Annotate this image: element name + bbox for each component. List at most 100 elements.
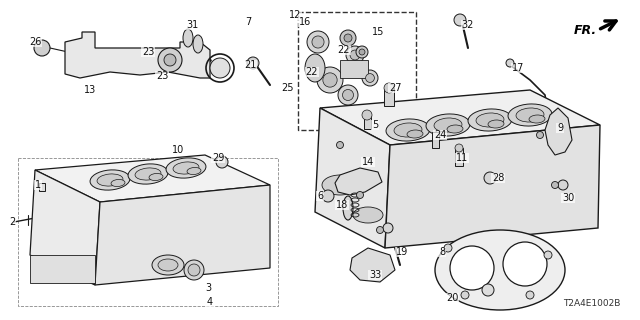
Circle shape	[365, 74, 374, 82]
Text: 16: 16	[299, 17, 311, 27]
Circle shape	[526, 291, 534, 299]
Ellipse shape	[362, 110, 372, 120]
Circle shape	[362, 70, 378, 86]
Text: 20: 20	[446, 293, 458, 303]
Text: 25: 25	[282, 83, 294, 93]
Polygon shape	[35, 155, 270, 202]
Polygon shape	[65, 32, 210, 78]
Text: 9: 9	[557, 123, 563, 133]
Text: 6: 6	[317, 191, 323, 201]
Ellipse shape	[158, 259, 178, 271]
Circle shape	[344, 34, 352, 42]
Text: 28: 28	[492, 173, 504, 183]
Text: 30: 30	[562, 193, 574, 203]
Ellipse shape	[434, 118, 462, 132]
Circle shape	[337, 141, 344, 148]
Circle shape	[376, 227, 383, 234]
Bar	[384, 88, 394, 106]
Polygon shape	[30, 170, 100, 285]
Ellipse shape	[476, 113, 504, 127]
Text: 27: 27	[388, 83, 401, 93]
Circle shape	[506, 59, 514, 67]
Ellipse shape	[516, 108, 544, 122]
Polygon shape	[315, 108, 390, 248]
Circle shape	[482, 284, 494, 296]
Bar	[30, 255, 95, 283]
Text: 26: 26	[29, 37, 41, 47]
Text: 24: 24	[434, 130, 446, 140]
Ellipse shape	[383, 223, 393, 233]
Ellipse shape	[353, 207, 383, 223]
Circle shape	[558, 180, 568, 190]
Circle shape	[544, 251, 552, 259]
Bar	[455, 148, 463, 166]
Ellipse shape	[247, 57, 259, 69]
Text: 19: 19	[396, 247, 408, 257]
Circle shape	[346, 46, 364, 64]
Text: 8: 8	[439, 247, 445, 257]
Ellipse shape	[166, 158, 206, 178]
Circle shape	[322, 190, 334, 202]
Ellipse shape	[173, 162, 199, 174]
Text: 22: 22	[306, 67, 318, 77]
Text: 14: 14	[362, 157, 374, 167]
Text: 32: 32	[462, 20, 474, 30]
Text: 21: 21	[244, 60, 256, 70]
Ellipse shape	[193, 35, 203, 53]
Ellipse shape	[135, 168, 161, 180]
Circle shape	[312, 36, 324, 48]
Ellipse shape	[529, 115, 545, 123]
Bar	[432, 132, 439, 148]
Circle shape	[359, 49, 365, 55]
Circle shape	[338, 85, 358, 105]
Ellipse shape	[97, 174, 123, 186]
Ellipse shape	[152, 255, 184, 275]
Circle shape	[484, 172, 496, 184]
Polygon shape	[320, 90, 600, 145]
Text: T2A4E1002B: T2A4E1002B	[563, 299, 620, 308]
Ellipse shape	[128, 164, 168, 184]
Ellipse shape	[435, 230, 565, 310]
Ellipse shape	[426, 114, 470, 136]
Text: 17: 17	[512, 63, 524, 73]
Circle shape	[317, 67, 343, 93]
Ellipse shape	[149, 173, 163, 180]
Ellipse shape	[305, 54, 325, 82]
Text: 3: 3	[205, 283, 211, 293]
Text: 2: 2	[9, 217, 15, 227]
Bar	[340, 60, 368, 78]
Circle shape	[340, 30, 356, 46]
Text: 10: 10	[172, 145, 184, 155]
Circle shape	[342, 90, 353, 100]
Text: 12: 12	[289, 10, 301, 20]
Circle shape	[461, 291, 469, 299]
Ellipse shape	[447, 125, 463, 133]
Bar	[18, 158, 278, 306]
Text: 11: 11	[456, 153, 468, 163]
Text: FR.: FR.	[574, 23, 597, 36]
Text: 1: 1	[35, 180, 41, 190]
Ellipse shape	[34, 40, 50, 56]
Text: 5: 5	[372, 120, 378, 130]
Circle shape	[188, 264, 200, 276]
Ellipse shape	[468, 109, 512, 131]
Text: 33: 33	[369, 270, 381, 280]
Ellipse shape	[488, 120, 504, 128]
Text: 23: 23	[156, 71, 168, 81]
Ellipse shape	[508, 104, 552, 126]
Ellipse shape	[394, 123, 422, 137]
Circle shape	[184, 260, 204, 280]
Circle shape	[503, 242, 547, 286]
Ellipse shape	[322, 175, 358, 195]
Text: 18: 18	[336, 200, 348, 210]
Circle shape	[536, 132, 543, 139]
Text: 7: 7	[245, 17, 251, 27]
Text: 15: 15	[372, 27, 384, 37]
Circle shape	[323, 73, 337, 87]
Bar	[39, 183, 45, 191]
Polygon shape	[335, 168, 382, 195]
Polygon shape	[545, 108, 572, 155]
Circle shape	[356, 46, 368, 58]
Circle shape	[307, 31, 329, 53]
Polygon shape	[350, 248, 395, 282]
